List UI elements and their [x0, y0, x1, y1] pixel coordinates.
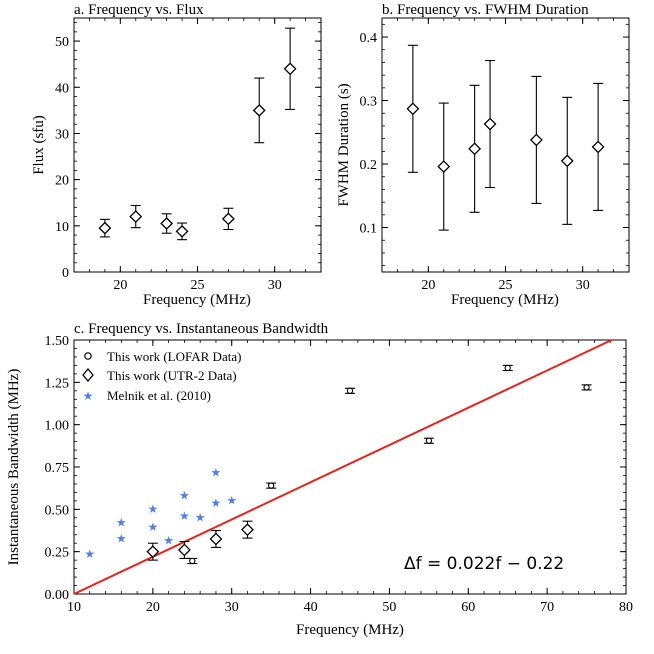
star-point: ★ [179, 509, 190, 523]
panel-c-y-tick-label: 0.25 [45, 546, 70, 561]
panel-a-title: a. Frequency vs. Flux [74, 2, 204, 18]
panel-b-frame [381, 17, 630, 273]
panel-a-marks [98, 27, 297, 241]
diamond-point [160, 217, 174, 230]
diamond-point [529, 133, 543, 147]
star-point: ★ [147, 502, 158, 516]
diamond-point [98, 221, 112, 235]
fit-equation-annotation: Δf = 0.022f − 0.22 [404, 554, 564, 574]
panel-c-ticks: 10 20 30 40 50 60 70 80 0.00 0.25 0.50 0.75 1.00 1.25… [45, 334, 634, 615]
diamond-point [209, 532, 223, 546]
circle-point [504, 364, 511, 372]
panel-b-title: b. Frequency vs. FWHM Duration [382, 2, 589, 18]
diamond-point [221, 212, 235, 226]
star-point: ★ [179, 488, 190, 502]
circle-point [425, 437, 433, 444]
panel-b-y-tick-label: 0.3 [360, 95, 378, 110]
diamond-point [283, 62, 297, 76]
panel-c-x-tick-label: 70 [540, 600, 554, 615]
panel-b-x-axis-label: Frequency (MHz) [451, 292, 559, 308]
panel-b-x-tick-label: 20 [421, 278, 435, 293]
panel-a-y-axis-label: Flux (sfu) [31, 115, 47, 175]
circle-point [583, 384, 590, 391]
star-point: ★ [116, 532, 127, 546]
legend-lofar-label: This work (LOFAR Data) [107, 349, 241, 364]
legend-melnik-marker: ★ [83, 389, 94, 403]
circle-point [267, 482, 275, 489]
panel-b-y-tick-label: 0.4 [360, 31, 378, 46]
star-point: ★ [226, 494, 237, 508]
panel-b-y-tick-label: 0.1 [360, 222, 378, 237]
star-point: ★ [211, 466, 222, 480]
diamond-point [252, 103, 266, 117]
panel-a-ticks: 20 25 30 0 10 20 30 40 50 [55, 18, 322, 293]
panel-c-y-tick-label: 0.50 [45, 503, 70, 518]
panel-a-y-tick-label: 30 [55, 127, 69, 142]
panel-c-x-tick-label: 40 [304, 600, 318, 615]
panel-c-legend: This work (LOFAR Data) This work (UTR-2 … [82, 349, 241, 403]
panel-b-x-tick-label: 30 [576, 278, 590, 293]
panel-c-y-tick-label: 1.25 [45, 376, 70, 391]
panel-c-marks: ★ ★ ★ ★ ★ ★ ★ ★ ★ ★ ★ ★ [73, 339, 613, 595]
panel-c-y-axis-label: Instantaneous Bandwidth (MHz) [6, 369, 22, 566]
panel-a-x-tick-label: 30 [268, 278, 282, 293]
panel-b-y-axis-label: FWHM Duration (s) [336, 83, 352, 206]
star-point: ★ [84, 547, 95, 561]
legend-utr2-marker [82, 367, 94, 383]
panel-c-x-tick-label: 80 [619, 600, 633, 615]
panel-c-y-tick-label: 1.50 [45, 334, 70, 349]
panel-a-y-tick-label: 10 [55, 220, 69, 235]
panel-c-x-tick-label: 10 [67, 600, 81, 615]
panel-a-x-tick-label: 25 [191, 278, 205, 293]
legend-lofar-marker [84, 352, 92, 360]
panel-c-frequency-vs-bandwidth: c. Frequency vs. Instantaneous Bandwidth… [6, 321, 633, 638]
circle-point [346, 387, 354, 394]
panel-c-x-tick-label: 60 [461, 600, 475, 615]
panel-b-ticks: 20 25 30 0.1 0.2 0.3 0.4 [360, 18, 630, 293]
star-point: ★ [163, 533, 174, 547]
fit-line [73, 339, 613, 595]
star-point: ★ [211, 496, 222, 510]
panel-c-x-tick-label: 30 [225, 600, 239, 615]
panel-a-y-tick-label: 20 [55, 174, 69, 189]
diamond-point [177, 543, 191, 557]
diamond-point [560, 154, 574, 168]
diamond-point [483, 117, 497, 131]
panel-a-x-tick-label: 20 [113, 278, 127, 293]
panel-c-y-tick-label: 1.00 [45, 419, 70, 434]
diamond-point [406, 102, 420, 116]
diamond-point [129, 210, 143, 224]
circle-point [189, 557, 196, 565]
diamond-point [437, 160, 451, 174]
panel-a-y-tick-label: 50 [55, 35, 69, 50]
panel-b-marks [406, 44, 605, 231]
panel-c-x-tick-label: 50 [382, 600, 396, 615]
panel-c-x-tick-label: 20 [146, 600, 160, 615]
diamond-point [241, 523, 254, 537]
legend-utr2-label: This work (UTR-2 Data) [107, 368, 237, 383]
panel-c-y-tick-label: 0.00 [45, 588, 70, 603]
panel-b-y-tick-label: 0.2 [360, 158, 378, 173]
panel-a-y-tick-label: 0 [62, 266, 69, 281]
panel-a-frequency-vs-flux: a. Frequency vs. Flux 20 25 3001020304050 … [31, 2, 322, 308]
panel-c-x-axis-label: Frequency (MHz) [296, 622, 404, 638]
panel-a-x-axis-label: Frequency (MHz) [143, 292, 251, 308]
star-point: ★ [147, 520, 158, 534]
legend-melnik-label: Melnik et al. (2010) [107, 388, 211, 403]
panel-b-frequency-vs-fwhm: b. Frequency vs. FWHM Duration 20 25 30 0.1… [336, 2, 630, 308]
panel-a-frame [73, 17, 322, 273]
panel-c-y-tick-label: 0.75 [45, 461, 70, 476]
diamond-point [468, 142, 482, 156]
panel-b-x-tick-label: 25 [499, 278, 513, 293]
diamond-point [146, 545, 160, 559]
panel-a-y-tick-label: 40 [55, 81, 69, 96]
star-point: ★ [116, 516, 127, 530]
diamond-point [591, 140, 605, 154]
panel-c-title: c. Frequency vs. Instantaneous Bandwidth [74, 321, 329, 337]
diamond-point [175, 224, 189, 238]
star-point: ★ [195, 510, 206, 524]
